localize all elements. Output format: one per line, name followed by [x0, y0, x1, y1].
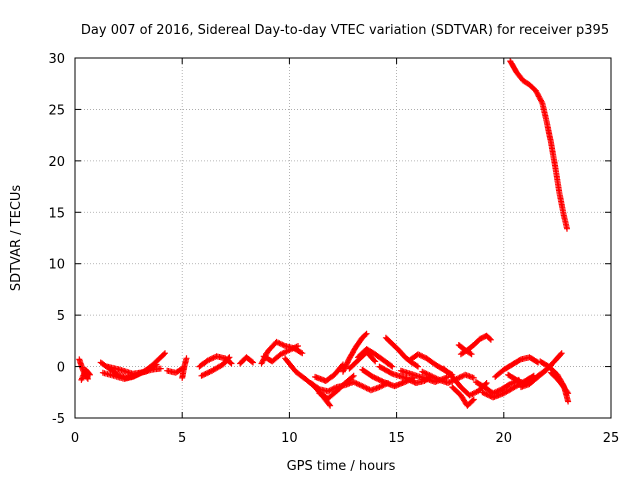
data-track — [449, 384, 477, 409]
x-tick-label: 0 — [71, 431, 79, 446]
data-track — [179, 355, 190, 381]
x-axis-label: GPS time / hours — [287, 459, 396, 474]
y-tick-label: 20 — [48, 155, 65, 170]
x-tick-label: 5 — [178, 431, 186, 446]
data-track — [507, 58, 570, 232]
tick-labels: 0 5 10 15 20 25 -5 0 5 10 15 20 25 30 — [48, 52, 619, 446]
data-track — [307, 379, 391, 395]
x-tick-label: 15 — [388, 431, 405, 446]
y-axis-label: SDTVAR / TECUs — [9, 185, 24, 292]
x-tick-label: 25 — [603, 431, 620, 446]
y-tick-label: -5 — [52, 412, 65, 427]
data-track — [312, 361, 346, 384]
data-track — [104, 361, 160, 377]
data-track — [472, 376, 522, 397]
data-track — [518, 350, 565, 391]
data-track — [457, 332, 494, 358]
x-tick-label: 10 — [281, 431, 298, 446]
data-track — [237, 354, 256, 367]
y-tick-label: 15 — [48, 206, 65, 221]
y-tick-label: 30 — [48, 52, 65, 67]
y-tick-label: 0 — [57, 361, 65, 376]
data-track — [548, 369, 572, 397]
y-tick-label: 5 — [57, 309, 65, 324]
data-track — [455, 342, 475, 358]
axis-ticks — [74, 57, 612, 419]
plot-frame — [74, 57, 612, 419]
chart-title: Day 007 of 2016, Sidereal Day-to-day VTE… — [81, 23, 609, 38]
data-track — [355, 346, 396, 370]
y-tick-label: 10 — [48, 258, 65, 273]
x-tick-label: 20 — [496, 431, 513, 446]
y-tick-label: 25 — [48, 103, 65, 118]
data-track — [260, 343, 301, 365]
data-series — [76, 58, 572, 409]
data-track — [492, 354, 542, 380]
data-track — [340, 330, 370, 375]
data-track — [537, 358, 572, 405]
data-track — [198, 354, 233, 379]
data-track — [78, 366, 93, 383]
data-track — [346, 349, 379, 372]
